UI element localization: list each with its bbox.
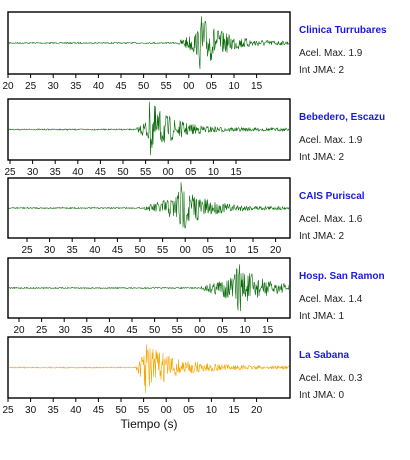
jma-intensity-text: Int JMA: 0 [299,390,344,401]
x-tick-label: 40 [70,405,82,416]
waveform-4 [8,264,290,312]
x-tick-label: 10 [228,81,240,92]
x-tick-label: 45 [95,167,107,178]
x-tick-label: 15 [262,325,274,336]
x-tick-label: 55 [172,325,184,336]
x-tick-label: 20 [2,81,14,92]
x-tick-label: 10 [239,325,251,336]
x-tick-label: 30 [44,245,56,256]
x-tick-label: 00 [194,325,206,336]
jma-intensity-text: Int JMA: 1 [299,311,344,322]
panel-frame-1 [7,11,291,75]
x-tick-label: 00 [183,81,195,92]
x-tick-label: 25 [21,245,33,256]
x-tick-label: 55 [140,167,152,178]
x-tick-label: 45 [115,81,127,92]
x-tick-label: 40 [93,81,105,92]
station-name: Hosp. San Ramon [299,271,385,282]
x-tick-label: 55 [161,81,173,92]
station-name: Bebedero, Escazu [299,112,385,123]
x-tick-label: 45 [112,245,124,256]
panel-frame-5 [7,336,291,399]
x-tick-label: 15 [251,81,263,92]
x-tick-label: 05 [202,245,214,256]
x-tick-label: 55 [138,405,150,416]
x-tick-label: 55 [157,245,169,256]
x-tick-label: 00 [180,245,192,256]
jma-intensity-text: Int JMA: 2 [299,152,344,163]
x-tick-label: 05 [217,325,229,336]
station-name: La Sabana [299,350,349,361]
x-tick-label: 35 [70,81,82,92]
x-tick-label: 40 [72,167,84,178]
x-tick-label: 25 [36,325,48,336]
x-tick-label: 35 [81,325,93,336]
max-accel-text: Acel. Max. 1.9 [299,48,363,59]
x-tick-label: 10 [206,405,218,416]
x-tick-label: 25 [4,167,16,178]
x-tick-label: 15 [230,167,242,178]
waveform-3 [8,182,290,229]
panel-frame-2 [7,98,291,161]
max-accel-text: Acel. Max. 1.9 [299,135,363,146]
x-tick-label: 05 [183,405,195,416]
x-tick-label: 50 [149,325,161,336]
x-tick-label: 35 [48,405,60,416]
x-tick-label: 00 [161,405,173,416]
x-tick-label: 50 [117,167,129,178]
x-tick-label: 10 [225,245,237,256]
x-tick-label: 10 [208,167,220,178]
waveform-5 [8,344,290,394]
x-tick-label: 30 [27,167,39,178]
x-tick-label: 40 [104,325,116,336]
x-tick-label: 30 [59,325,71,336]
x-tick-label: 05 [206,81,218,92]
panel-frame-3 [7,177,291,239]
x-tick-label: 35 [50,167,62,178]
x-tick-label: 30 [48,81,60,92]
waveform-2 [8,101,290,156]
x-tick-label: 15 [228,405,240,416]
jma-intensity-text: Int JMA: 2 [299,65,344,76]
x-tick-label: 35 [67,245,79,256]
x-tick-label: 45 [93,405,105,416]
x-tick-label: 25 [2,405,14,416]
x-tick-label: 20 [251,405,263,416]
station-name: Clinica Turrubares [299,25,387,36]
x-tick-label: 00 [163,167,175,178]
x-tick-label: 50 [115,405,127,416]
x-tick-label: 20 [13,325,25,336]
x-tick-label: 45 [126,325,138,336]
x-tick-label: 15 [247,245,259,256]
x-tick-label: 25 [25,81,37,92]
max-accel-text: Acel. Max. 1.4 [299,294,363,305]
waveform-1 [8,16,290,70]
x-tick-label: 50 [134,245,146,256]
x-tick-label: 30 [25,405,37,416]
jma-intensity-text: Int JMA: 2 [299,231,344,242]
panel-frame-4 [7,257,291,319]
x-tick-label: 50 [138,81,150,92]
x-axis-label: Tiempo (s) [121,417,178,431]
x-tick-label: 40 [89,245,101,256]
x-tick-label: 05 [185,167,197,178]
x-tick-label: 20 [270,245,282,256]
max-accel-text: Acel. Max. 1.6 [299,214,363,225]
max-accel-text: Acel. Max. 0.3 [299,373,363,384]
station-name: CAIS Puriscal [299,191,365,202]
